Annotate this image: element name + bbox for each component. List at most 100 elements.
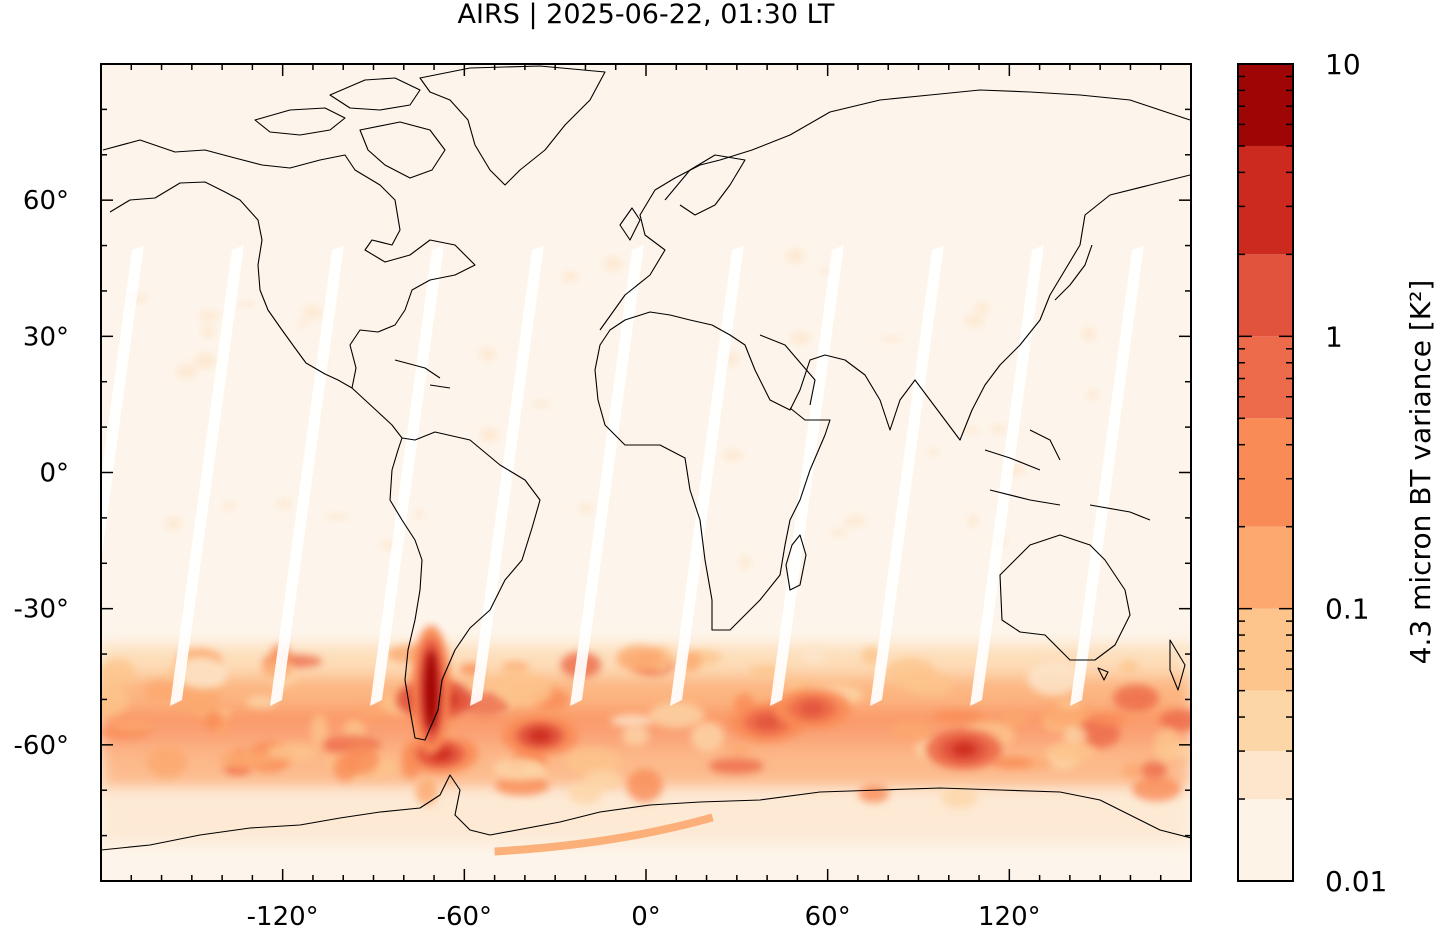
coastline-north-america — [102, 139, 476, 389]
variance-blob — [101, 683, 130, 717]
colorbar-tick-label: 0.01 — [1325, 865, 1387, 898]
y-tick-label: -30° — [14, 595, 69, 625]
variance-blob — [583, 769, 622, 790]
y-tick-label: -60° — [14, 731, 69, 761]
variance-blob — [708, 758, 764, 774]
coastline-central-america — [351, 387, 403, 439]
variance-blob — [933, 710, 983, 723]
colorbar-frame — [1237, 63, 1294, 882]
variance-blob — [246, 695, 277, 709]
colorbar-level — [1238, 254, 1293, 337]
colorbar-level — [1238, 64, 1293, 146]
coastline-tasmania — [1097, 667, 1109, 681]
colorbar-level — [1238, 526, 1293, 609]
variance-blob — [1027, 661, 1081, 696]
variance-blob — [940, 787, 978, 809]
x-tick-label: 60° — [805, 902, 851, 930]
variance-blob — [174, 681, 220, 715]
variance-blob — [1076, 718, 1121, 749]
variance-speckle — [843, 515, 866, 527]
coastline-arabia — [759, 334, 816, 406]
y-tick-label: 30° — [23, 322, 69, 352]
variance-hotspot — [528, 728, 553, 743]
swath-gap — [101, 245, 144, 561]
coastline-eurasia-africa — [594, 89, 1191, 631]
variance-blob — [266, 742, 318, 762]
variance-speckle — [479, 347, 497, 361]
swath-gap — [1070, 245, 1144, 706]
colorbar-tick-label: 0.1 — [1325, 593, 1370, 626]
map-plot-area — [101, 64, 1191, 881]
colorbar-label: 4.3 micron BT variance [K²] — [1404, 280, 1437, 665]
colorbar-level — [1238, 799, 1293, 881]
variance-speckle — [739, 554, 751, 570]
variance-blob — [990, 757, 1033, 769]
variance-speckle — [298, 318, 307, 329]
variance-blob — [730, 745, 751, 756]
colorbar-levels — [1238, 64, 1293, 881]
variance-speckle — [480, 427, 499, 443]
coastlines — [101, 65, 1191, 851]
coastline-scandinavia — [664, 154, 746, 216]
y-tick-label: 60° — [23, 186, 69, 216]
variance-speckle — [164, 517, 183, 530]
variance-speckle — [974, 302, 990, 315]
variance-speckle — [325, 513, 350, 521]
variance-blob — [1122, 763, 1143, 779]
swath-gap — [470, 245, 544, 706]
variance-blob — [616, 645, 664, 672]
variance-speckle — [222, 501, 237, 511]
colorbar-level — [1238, 608, 1293, 691]
variance-speckle — [175, 363, 198, 380]
variance-speckle — [790, 331, 811, 345]
variance-blob — [858, 784, 890, 803]
map-ticks — [100, 63, 1192, 882]
variance-speckle — [193, 353, 218, 369]
variance-blob — [610, 714, 654, 727]
coastline-japan — [1054, 244, 1093, 301]
variance-blob — [310, 714, 328, 748]
variance-speckle — [201, 323, 215, 339]
coastline-caribbean — [394, 359, 451, 389]
variance-speckle — [578, 503, 594, 514]
colorbar-tick-labels: 10 1 0.1 0.01 — [1325, 48, 1387, 898]
variance-blob — [564, 747, 622, 775]
variance-blob — [889, 721, 933, 741]
variance-blob — [1132, 775, 1181, 802]
variance-blob — [358, 707, 390, 718]
variance-blob — [906, 672, 954, 697]
variance-speckle — [722, 449, 744, 462]
colorbar-ticks — [1238, 63, 1293, 882]
variance-hotspot — [755, 715, 780, 730]
coastline-maritime-se-asia — [984, 429, 1151, 521]
variance-blob — [1119, 660, 1139, 674]
variance-speckle — [879, 336, 904, 343]
variance-speckle — [197, 310, 221, 321]
variance-speckle — [237, 300, 256, 307]
variance-speckle — [819, 267, 830, 276]
coastline-greenland — [419, 65, 606, 186]
coastline-british-isles — [619, 207, 641, 241]
variance-field — [101, 248, 1191, 856]
variance-hotspot — [951, 742, 976, 757]
map-title: AIRS | 2025-06-22, 01:30 LT — [457, 0, 835, 30]
colorbar-level — [1238, 690, 1293, 752]
swath-gap — [870, 245, 944, 706]
variance-hotspot — [800, 701, 825, 716]
variance-blob — [101, 658, 137, 688]
swath-gap — [670, 245, 744, 706]
colorbar-level — [1238, 751, 1293, 800]
coastline-south-america — [389, 431, 541, 741]
map-tick-labels: -120° -60° 0° 60° 120° 60° 30° 0° -30° -60° — [14, 186, 1041, 930]
variance-speckle — [1081, 326, 1097, 342]
colorbar-level — [1238, 336, 1293, 419]
variance-blob — [499, 667, 527, 684]
colorbar-level — [1238, 145, 1293, 255]
variance-blob — [1091, 713, 1127, 726]
variance-blob — [1001, 711, 1029, 728]
variance-blob — [204, 710, 223, 730]
variance-blob — [690, 721, 725, 752]
variance-speckle — [967, 513, 978, 528]
variance-speckle — [561, 271, 579, 283]
variance-speckle — [926, 448, 940, 456]
